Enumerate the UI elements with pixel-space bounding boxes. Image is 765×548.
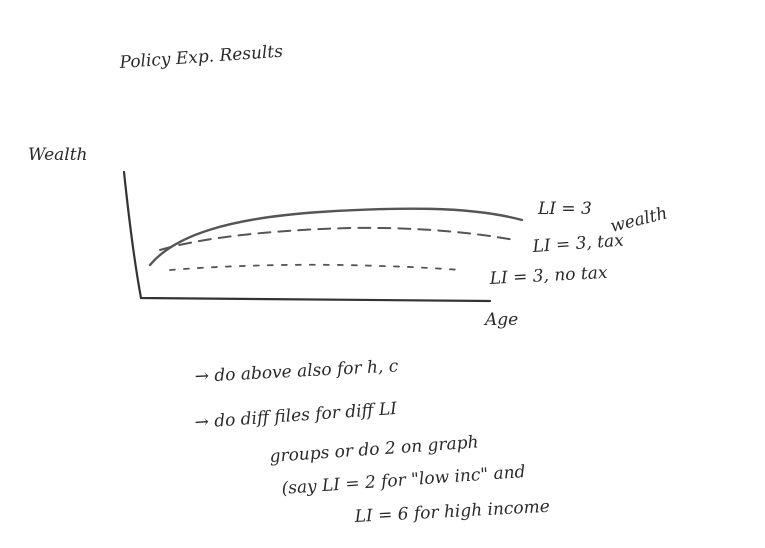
curve-label: LI = 3 (537, 199, 592, 219)
curve-baseline (148, 207, 524, 267)
x-axis-label: Age (483, 310, 518, 330)
y-axis-label: Wealth (28, 145, 88, 165)
curve-no-tax (169, 263, 463, 271)
curve-wealth-tax (159, 226, 516, 251)
axes (122, 170, 492, 303)
